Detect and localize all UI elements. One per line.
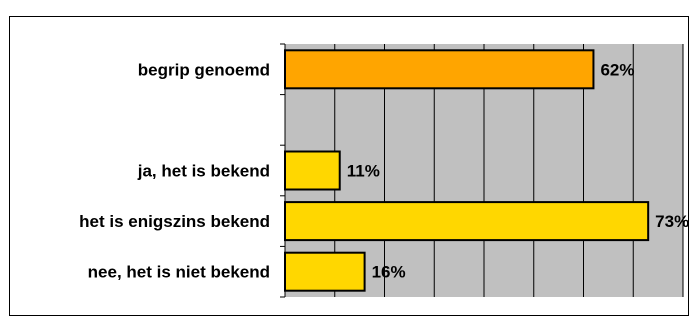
- bar: [284, 49, 595, 90]
- data-label: 73%: [655, 212, 689, 231]
- category-label: het is enigszins bekend: [79, 212, 270, 231]
- data-label: 62%: [600, 60, 634, 79]
- bar: [284, 150, 341, 191]
- data-label: 16%: [372, 263, 406, 282]
- category-label: ja, het is bekend: [137, 162, 270, 181]
- bar: [284, 201, 650, 242]
- data-label: 11%: [347, 162, 380, 181]
- category-label: nee, het is niet bekend: [88, 263, 270, 282]
- category-label: begrip genoemd: [138, 60, 270, 79]
- bar: [284, 251, 366, 292]
